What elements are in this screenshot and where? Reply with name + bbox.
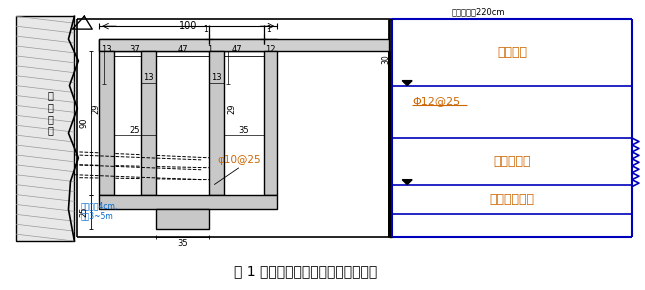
Text: 1: 1 [207,46,212,55]
Text: 二
衬
边
墙: 二 衬 边 墙 [48,90,54,135]
Text: 1: 1 [203,25,208,34]
Bar [99,39,277,51]
Bar [99,39,390,51]
Text: Φ12@25: Φ12@25 [412,96,461,106]
Polygon shape [402,81,412,86]
Text: 1: 1 [266,25,271,34]
Bar [209,51,224,195]
Text: 13: 13 [101,46,112,55]
Text: 泄水槽宽4cm,: 泄水槽宽4cm, [81,202,117,211]
Text: 正线距中距220cm: 正线距中距220cm [451,8,505,17]
Text: 12: 12 [265,46,276,55]
Text: 道床板底面: 道床板底面 [493,155,531,168]
Text: 90: 90 [80,117,89,128]
Text: 47: 47 [177,46,188,55]
Text: 30: 30 [382,54,391,64]
Bar [264,51,277,195]
Text: 35: 35 [239,126,249,135]
Text: 13: 13 [143,73,154,82]
Bar [141,51,156,195]
Text: 25: 25 [130,126,140,135]
Text: 29: 29 [91,103,100,114]
Text: 25: 25 [80,206,89,217]
Bar [99,195,277,209]
Polygon shape [402,180,412,185]
Text: 47: 47 [232,46,243,55]
Text: 35: 35 [177,239,188,248]
Text: 37: 37 [130,46,141,55]
Text: φ10@25: φ10@25 [217,155,261,165]
Text: 无砟轨道垫层: 无砟轨道垫层 [490,193,535,206]
Bar [99,51,114,195]
Bar [16,16,74,241]
Text: 13: 13 [212,73,222,82]
Text: 内轨顶面: 内轨顶面 [497,46,527,59]
Text: 间距3~5m: 间距3~5m [81,211,113,220]
Bar [156,209,209,229]
Text: 29: 29 [228,103,237,114]
Text: 图 1 水沟及通信信号电缆槽结构详图: 图 1 水沟及通信信号电缆槽结构详图 [233,264,377,278]
Text: 100: 100 [179,21,197,31]
